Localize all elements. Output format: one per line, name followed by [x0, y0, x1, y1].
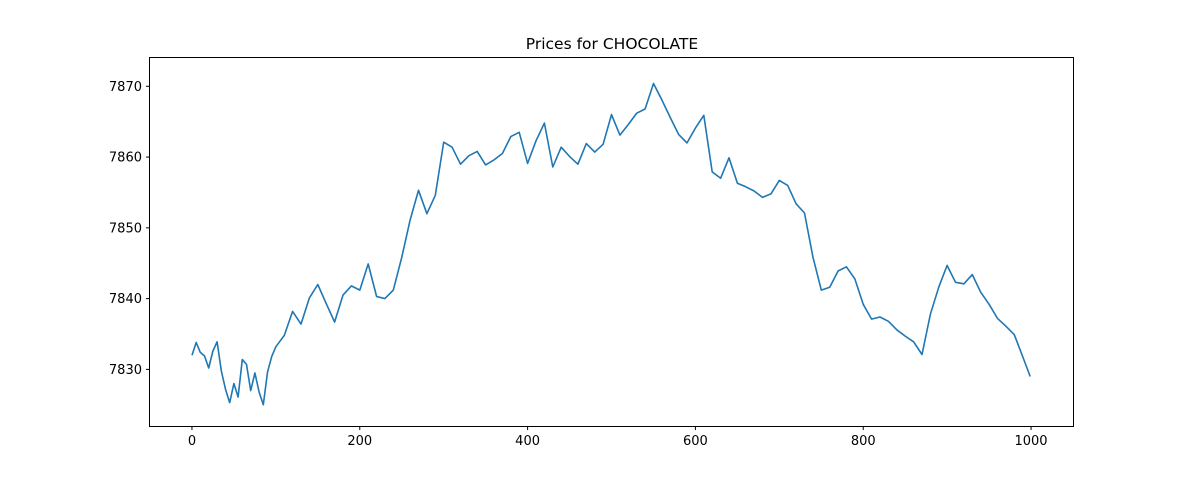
x-tick-label: 1000: [1014, 434, 1047, 449]
y-tick-label: 7850: [109, 221, 142, 236]
plot-area: [191, 82, 1031, 406]
y-tick-label: 7860: [109, 151, 142, 166]
x-tick-label: 0: [188, 434, 196, 449]
x-tick-label: 200: [347, 434, 372, 449]
y-tick-label: 7870: [109, 80, 142, 95]
x-axis: 0 200 400 600 800 1000: [188, 426, 1048, 449]
x-tick-label: 400: [515, 434, 540, 449]
x-tick-label: 800: [851, 434, 876, 449]
chart-title: Prices for CHOCOLATE: [526, 35, 698, 53]
y-tick-label: 7840: [109, 292, 142, 307]
y-axis: 7830 7840 7850 7860 7870: [109, 80, 150, 378]
x-tick-label: 600: [683, 434, 708, 449]
y-tick-label: 7830: [109, 363, 142, 378]
axes-frame: [149, 57, 1074, 427]
series-line-0: [191, 82, 1031, 406]
